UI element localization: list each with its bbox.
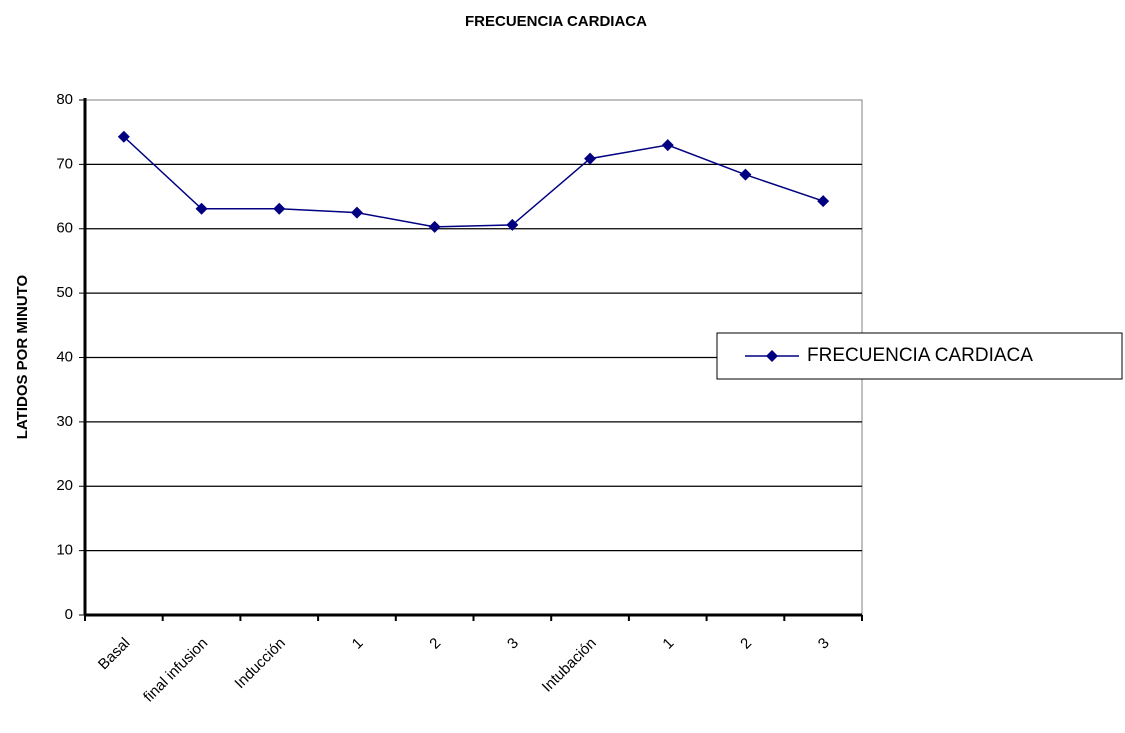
x-tick-label: 3 xyxy=(815,635,833,653)
y-tick-label: 40 xyxy=(56,348,73,365)
x-tick-label: 1 xyxy=(349,635,367,653)
y-tick-label: 10 xyxy=(56,542,73,559)
x-tick-label: 1 xyxy=(659,635,677,653)
data-point xyxy=(428,220,441,233)
chart-title: FRECUENCIA CARDIACA xyxy=(465,13,647,30)
y-tick-label: 80 xyxy=(56,91,73,108)
data-point xyxy=(584,152,597,165)
data-point xyxy=(661,139,674,152)
y-tick-label: 60 xyxy=(56,220,73,237)
legend-marker xyxy=(766,350,778,362)
data-line xyxy=(123,136,824,228)
x-tick-label: 3 xyxy=(504,635,522,653)
x-tick-label: final infusion xyxy=(140,635,211,706)
y-tick-label: 50 xyxy=(56,284,73,301)
data-point xyxy=(739,168,752,181)
data-point xyxy=(817,195,830,208)
data-point xyxy=(506,218,519,231)
y-tick-label: 30 xyxy=(56,413,73,430)
x-tick-label: Intubación xyxy=(539,635,600,696)
data-point xyxy=(195,202,208,215)
data-point xyxy=(350,206,363,219)
x-tick-label: 2 xyxy=(737,635,755,653)
x-tick-label: Inducción xyxy=(231,635,288,692)
y-tick-label: 70 xyxy=(56,155,73,172)
legend-label: FRECUENCIA CARDIACA xyxy=(807,345,1033,366)
data-point xyxy=(117,130,130,143)
data-point xyxy=(273,202,286,215)
x-tick-label: Basal xyxy=(95,635,134,674)
y-axis-title: LATIDOS POR MINUTO xyxy=(14,274,31,439)
y-tick-label: 20 xyxy=(56,477,73,494)
y-tick-label: 0 xyxy=(65,606,73,623)
x-tick-label: 2 xyxy=(426,635,444,653)
